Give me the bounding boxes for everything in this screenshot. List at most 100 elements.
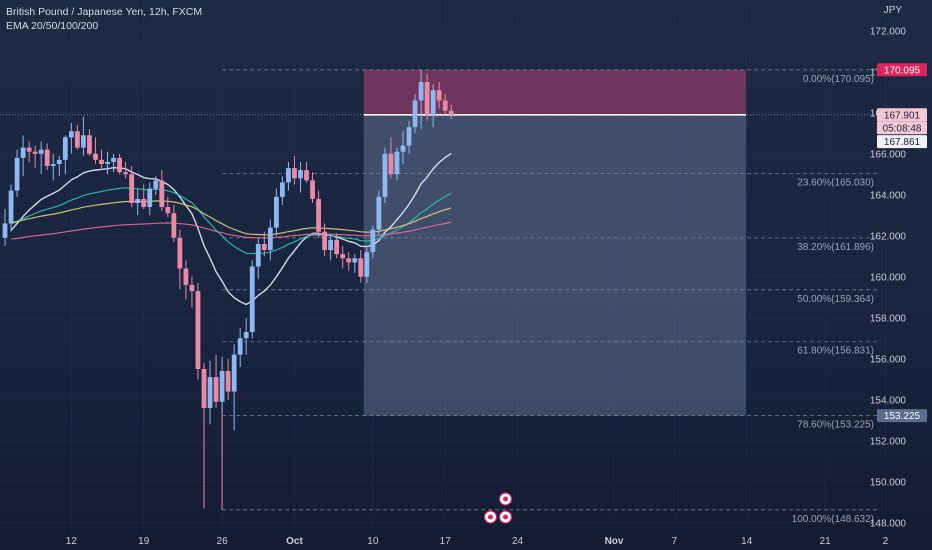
candle-down[interactable] <box>424 82 430 115</box>
candle-up[interactable] <box>370 229 376 253</box>
candle-down[interactable] <box>171 213 177 238</box>
candle-down[interactable] <box>93 153 98 160</box>
candle-up[interactable] <box>111 157 116 162</box>
candle-down[interactable] <box>26 147 32 152</box>
candle-up[interactable] <box>412 100 418 128</box>
candle-down[interactable] <box>322 231 328 251</box>
candle-up[interactable] <box>298 170 303 179</box>
candle-up[interactable] <box>147 188 153 208</box>
candle-down[interactable] <box>159 180 165 208</box>
candle-up[interactable] <box>105 161 110 164</box>
fib-level-label: 50.00%(159.364) <box>797 294 874 305</box>
chart-legend: British Pound / Japanese Yen, 12h, FXCM … <box>6 5 202 33</box>
candle-up[interactable] <box>328 239 334 251</box>
candle-up[interactable] <box>267 227 273 251</box>
x-axis-tick-label: 2 <box>883 536 889 547</box>
candle-up[interactable] <box>430 90 436 115</box>
candle-up[interactable] <box>20 147 26 158</box>
candle-up[interactable] <box>231 354 237 392</box>
candle-down[interactable] <box>32 151 38 154</box>
candle-down[interactable] <box>74 131 80 148</box>
candle-up[interactable] <box>38 149 44 154</box>
candle-up[interactable] <box>352 258 358 263</box>
candle-up[interactable] <box>62 137 68 160</box>
candle-down[interactable] <box>304 170 309 181</box>
candle-up[interactable] <box>364 252 370 277</box>
candle-down[interactable] <box>129 174 135 203</box>
candle-up[interactable] <box>406 127 412 146</box>
candle-up[interactable] <box>8 190 14 224</box>
price-badge-ema[interactable] <box>877 135 927 149</box>
fib-level-label: 38.20%(161.896) <box>797 242 874 253</box>
candle-up[interactable] <box>14 157 20 191</box>
x-axis-tick-label: 10 <box>367 536 379 547</box>
candle-down[interactable] <box>310 180 315 199</box>
candle-down[interactable] <box>334 239 340 255</box>
candle-up[interactable] <box>50 164 56 167</box>
y-axis-tick-label: 166.000 <box>870 149 907 160</box>
x-axis-tick-label: 7 <box>672 536 678 547</box>
candle-up[interactable] <box>382 153 388 197</box>
price-badge-countdown[interactable] <box>877 121 927 135</box>
candle-down[interactable] <box>44 149 50 167</box>
price-badge-current[interactable] <box>877 108 927 122</box>
candle-down[interactable] <box>141 198 147 208</box>
x-axis-tick-label: 19 <box>138 536 150 547</box>
candle-down[interactable] <box>448 110 454 115</box>
candle-up[interactable] <box>207 377 213 408</box>
candle-down[interactable] <box>358 258 364 277</box>
candle-up[interactable] <box>56 159 62 164</box>
candle-up[interactable] <box>286 168 291 183</box>
symbol-title[interactable]: British Pound / Japanese Yen, 12h, FXCM <box>6 6 203 18</box>
price-badge-stop[interactable] <box>877 63 927 77</box>
candle-down[interactable] <box>213 377 219 402</box>
candle-down[interactable] <box>201 369 207 408</box>
price-badge-label: 153.225 <box>884 411 921 422</box>
candle-down[interactable] <box>346 258 352 263</box>
candle-up[interactable] <box>237 338 243 355</box>
candle-down[interactable] <box>436 90 442 101</box>
candle-up[interactable] <box>243 332 249 339</box>
candle-down[interactable] <box>99 159 104 164</box>
candle-down[interactable] <box>225 371 231 392</box>
candle-down[interactable] <box>316 198 321 232</box>
indicator-label[interactable]: EMA 20/50/100/200 <box>6 20 99 32</box>
candle-up[interactable] <box>400 145 406 152</box>
candle-down[interactable] <box>292 168 297 179</box>
candle-down[interactable] <box>189 284 195 292</box>
candle-up[interactable] <box>279 182 285 197</box>
candle-down[interactable] <box>195 291 201 369</box>
candle-up[interactable] <box>68 131 74 138</box>
y-axis-tick-label: 172.000 <box>870 26 907 37</box>
economic-event-dot <box>488 514 494 520</box>
candle-down[interactable] <box>123 172 129 175</box>
candle-up[interactable] <box>153 180 159 189</box>
candle-down[interactable] <box>261 243 267 251</box>
candle-up[interactable] <box>219 371 225 402</box>
candle-down[interactable] <box>442 100 448 111</box>
candle-down[interactable] <box>388 153 394 175</box>
candle-down[interactable] <box>183 268 189 285</box>
candle-down[interactable] <box>87 135 92 154</box>
candle-down[interactable] <box>340 254 346 259</box>
x-axis-tick-label: Oct <box>286 536 303 547</box>
candle-up[interactable] <box>81 135 86 148</box>
candle-up[interactable] <box>394 151 400 175</box>
x-axis-tick-label: 21 <box>820 536 832 547</box>
price-badge-target[interactable] <box>877 409 927 423</box>
candle-up[interactable] <box>249 266 255 333</box>
candle-up[interactable] <box>273 196 279 228</box>
y-axis-tick-label: 160.000 <box>870 272 907 283</box>
candle-up[interactable] <box>2 223 8 238</box>
candle-down[interactable] <box>165 207 171 214</box>
candle-up[interactable] <box>135 198 141 203</box>
take-profit-zone[interactable] <box>363 114 746 416</box>
candle-down[interactable] <box>117 157 122 173</box>
candle-up[interactable] <box>255 243 261 267</box>
fib-level-label: 0.00%(170.095) <box>803 74 874 85</box>
candle-down[interactable] <box>177 237 183 269</box>
candle-up[interactable] <box>376 196 382 230</box>
candle-up[interactable] <box>418 82 424 101</box>
price-badge-label: 05:08:48 <box>883 123 922 134</box>
